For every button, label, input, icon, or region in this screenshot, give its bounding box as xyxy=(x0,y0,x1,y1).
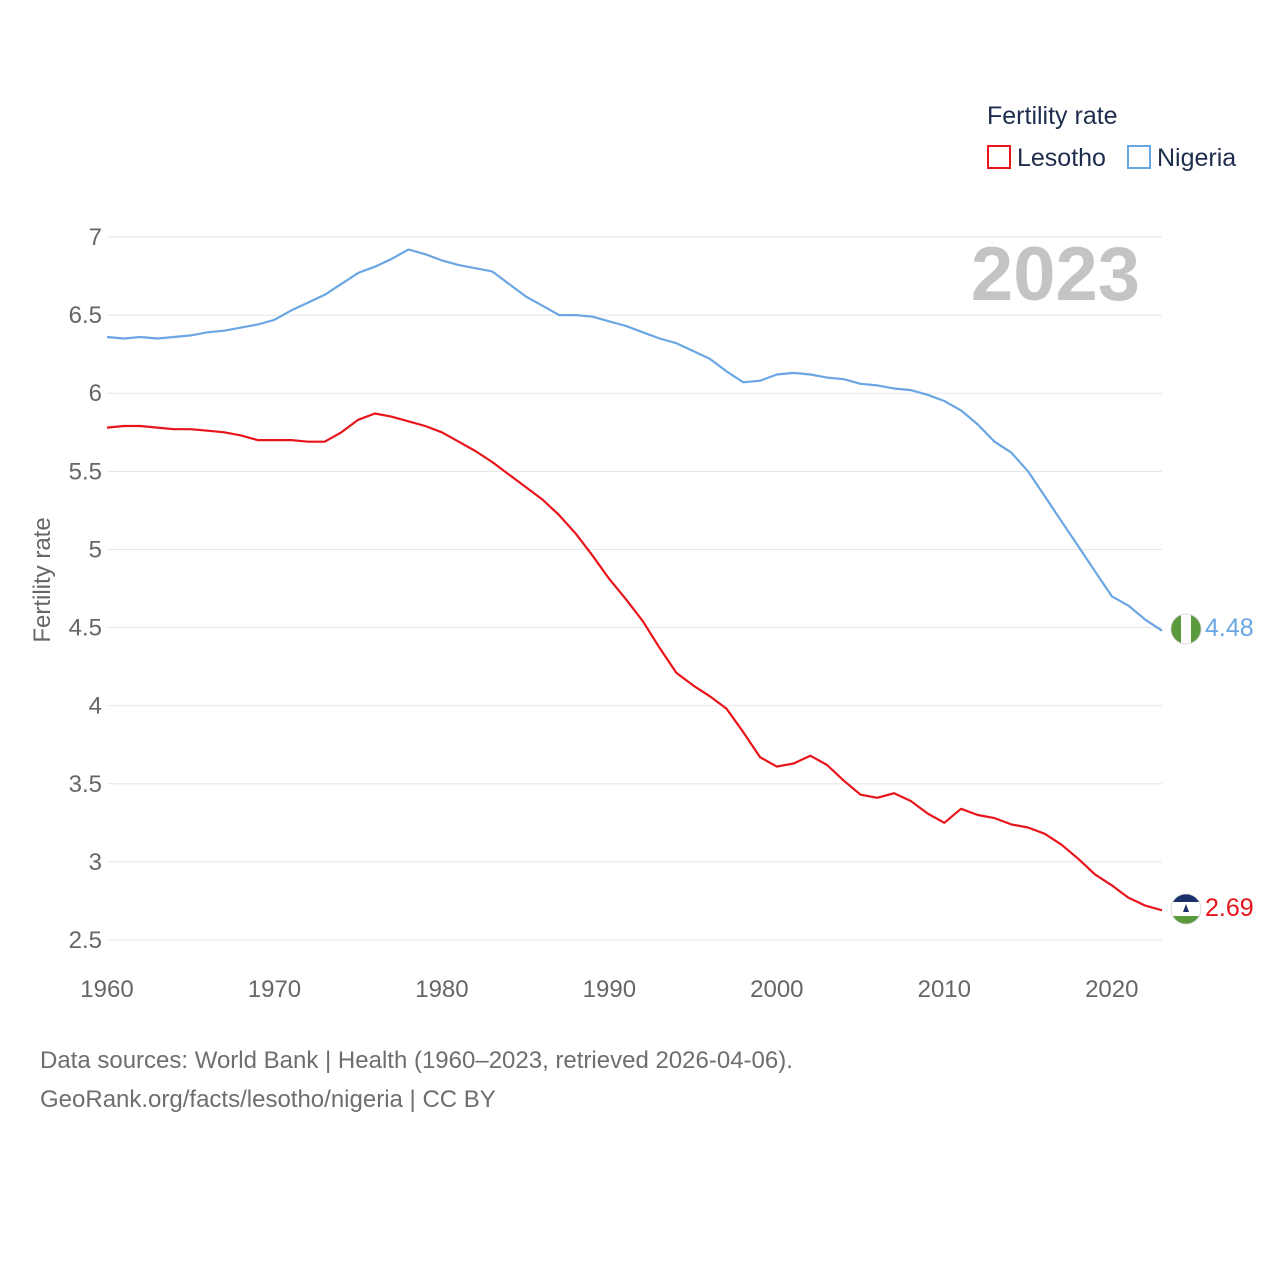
y-tick-label: 2.5 xyxy=(69,927,102,954)
x-tick-label: 2010 xyxy=(918,976,971,1003)
series-line-lesotho xyxy=(106,412,1163,912)
fertility-rate-chart: 2.5 3 3.5 4 4.5 5 5.5 6 6.5 7 1960 1970 1980 1990 200… xyxy=(29,102,1254,1003)
legend-label-nigeria: Nigeria xyxy=(1157,144,1236,172)
legend-item-lesotho[interactable]: Lesotho xyxy=(987,144,1106,172)
x-tick-label: 1960 xyxy=(80,976,133,1003)
legend: Fertility rate Lesotho Nigeria xyxy=(987,102,1236,172)
y-tick-label: 4 xyxy=(89,693,102,720)
y-tick-label: 4.5 xyxy=(69,615,102,642)
x-tick-label: 2000 xyxy=(750,976,803,1003)
y-tick-label: 3.5 xyxy=(69,771,102,798)
y-tick-label: 3 xyxy=(89,849,102,876)
y-tick-label: 6 xyxy=(89,380,102,407)
y-tick-label: 7 xyxy=(89,224,102,251)
x-axis-ticks: 1960 1970 1980 1990 2000 2010 2020 xyxy=(80,976,1138,1003)
legend-swatch-lesotho xyxy=(987,145,1011,169)
nigeria-flag-icon xyxy=(1170,613,1202,645)
x-tick-label: 1970 xyxy=(248,976,301,1003)
end-value-nigeria: 4.48 xyxy=(1205,614,1254,642)
x-tick-label: 2020 xyxy=(1085,976,1138,1003)
gridlines xyxy=(107,236,1162,941)
y-tick-label: 5 xyxy=(89,536,102,563)
attribution-link[interactable]: GeoRank.org/facts/lesotho/nigeria | CC B… xyxy=(40,1086,496,1113)
y-axis-label: Fertility rate xyxy=(29,517,56,642)
current-year-label: 2023 xyxy=(971,232,1140,317)
y-tick-label: 6.5 xyxy=(69,302,102,329)
legend-swatch-nigeria xyxy=(1127,145,1151,169)
y-tick-label: 5.5 xyxy=(69,458,102,485)
legend-title: Fertility rate xyxy=(987,102,1118,130)
series-line-nigeria xyxy=(106,248,1163,632)
legend-item-nigeria[interactable]: Nigeria xyxy=(1127,144,1236,172)
lesotho-flag-icon xyxy=(1170,893,1202,925)
data-sources-note: Data sources: World Bank | Health (1960–… xyxy=(40,1047,793,1074)
x-tick-label: 1990 xyxy=(583,976,636,1003)
end-value-lesotho: 2.69 xyxy=(1205,894,1254,922)
y-axis-ticks: 2.5 3 3.5 4 4.5 5 5.5 6 6.5 7 xyxy=(69,224,102,954)
x-tick-label: 1980 xyxy=(415,976,468,1003)
legend-label-lesotho: Lesotho xyxy=(1017,144,1106,172)
